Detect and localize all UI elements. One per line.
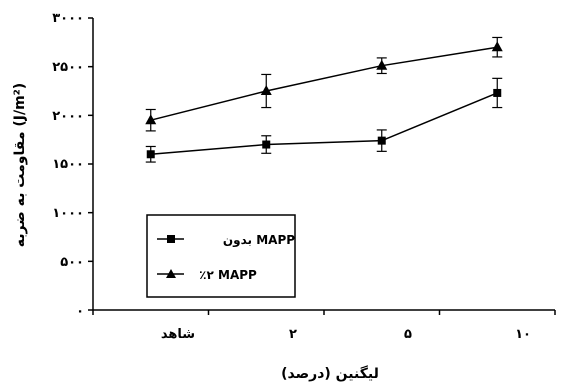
data-point (493, 88, 502, 97)
y-tick-label: ۰ (76, 304, 84, 319)
data-point (262, 140, 271, 149)
legend-item-2pct-mapp: ٪۲ MAPP (157, 268, 257, 282)
y-tick-label: ۲۵۰۰ (52, 60, 84, 75)
x-tick-label: شاهد (161, 327, 195, 342)
data-point (146, 150, 155, 159)
y-tick-label: ۲۰۰۰ (52, 109, 84, 124)
x-tick-label: ۲ (289, 327, 297, 342)
y-axis-title: مقاومت به ضربه (J/m²) (12, 83, 28, 247)
y-tick-labels: ۳۰۰۰ ۲۵۰۰ ۲۰۰۰ ۱۵۰۰ ۱۰۰۰ ۵۰۰ ۰ (52, 11, 84, 319)
legend-label: بدون MAPP (223, 233, 295, 248)
data-point (260, 85, 272, 95)
x-axis-title: لیگنین (درصد) (281, 365, 379, 382)
legend: بدون MAPP ٪۲ MAPP (146, 214, 296, 298)
series-line (150, 46, 498, 121)
legend-item-no-mapp: بدون MAPP (157, 233, 295, 248)
series-line (150, 92, 498, 156)
y-tick-label: ۵۰۰ (60, 255, 84, 270)
data-point (145, 114, 157, 125)
x-tick-label: ۱۰ (515, 327, 531, 342)
data-point (377, 136, 386, 145)
y-tick-label: ۳۰۰۰ (52, 11, 84, 26)
legend-label: ٪۲ MAPP (199, 268, 257, 282)
square-marker-icon (167, 235, 175, 243)
x-tick-label: ۵ (404, 327, 412, 342)
x-tick-labels: شاهد ۲ ۵ ۱۰ (161, 327, 531, 342)
data-point (491, 41, 503, 52)
legend-box (146, 214, 296, 298)
plot-area (145, 36, 503, 163)
triangle-marker-icon (166, 269, 176, 278)
y-tick-label: ۱۵۰۰ (52, 157, 84, 172)
y-tick-label: ۱۰۰۰ (52, 206, 84, 221)
data-point (376, 59, 388, 70)
